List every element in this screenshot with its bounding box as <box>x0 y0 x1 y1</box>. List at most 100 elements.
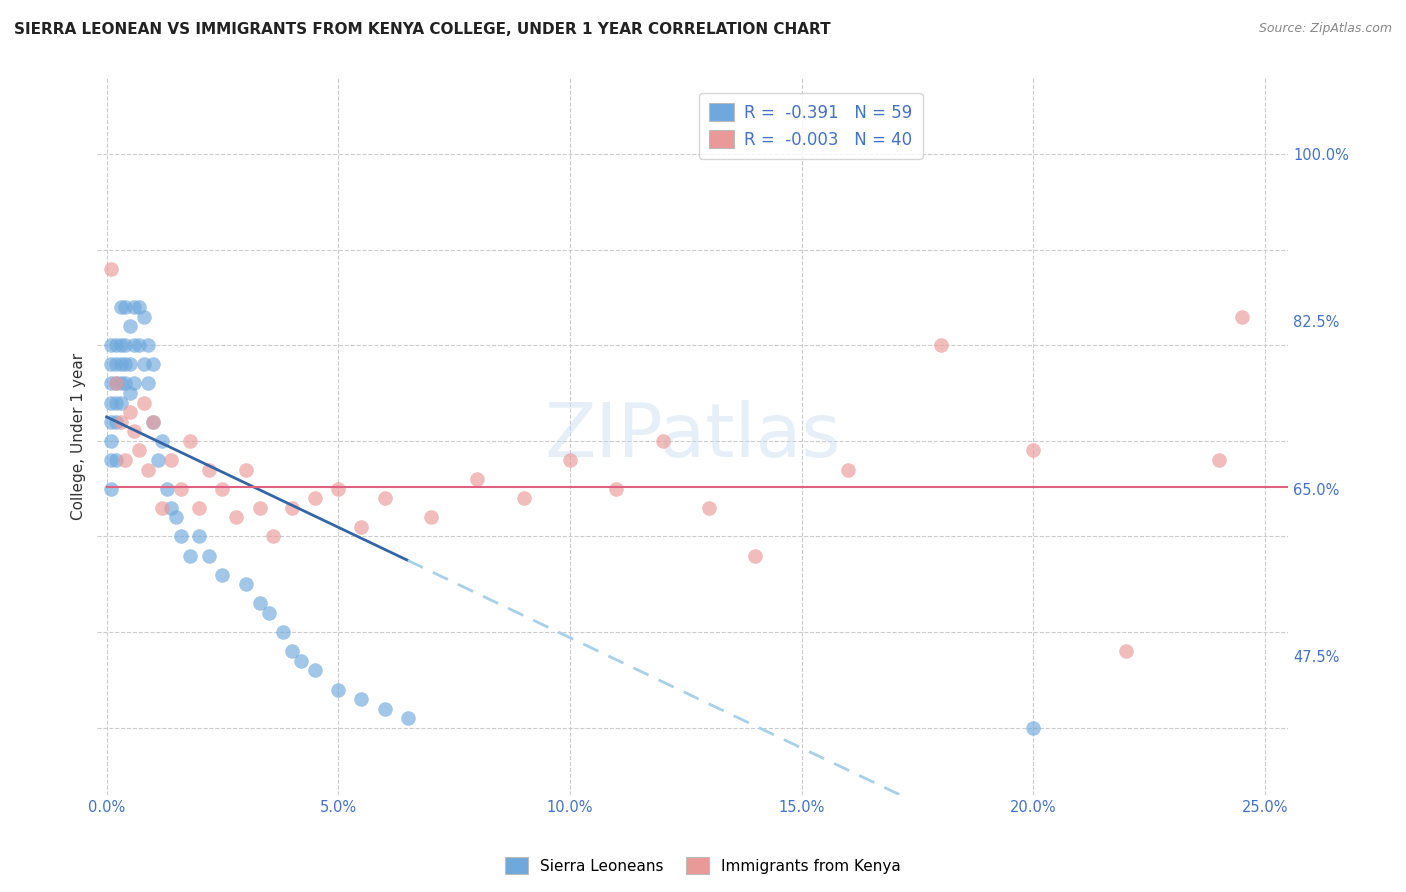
Point <box>1115 644 1137 658</box>
Point <box>114 376 136 391</box>
Point <box>605 482 627 496</box>
Point <box>114 338 136 352</box>
Point <box>165 510 187 524</box>
Legend: R =  -0.391   N = 59, R =  -0.003   N = 40: R = -0.391 N = 59, R = -0.003 N = 40 <box>699 93 922 159</box>
Point <box>100 434 122 448</box>
Point <box>271 625 294 640</box>
Point <box>110 395 132 409</box>
Point <box>188 529 211 543</box>
Point <box>136 462 159 476</box>
Point <box>197 549 219 563</box>
Point <box>328 682 350 697</box>
Point <box>142 357 165 371</box>
Point <box>110 415 132 429</box>
Point <box>744 549 766 563</box>
Point <box>160 453 183 467</box>
Point <box>124 300 146 314</box>
Point <box>150 500 173 515</box>
Point <box>290 654 312 668</box>
Point <box>100 453 122 467</box>
Point <box>124 338 146 352</box>
Point <box>420 510 443 524</box>
Point <box>350 520 373 534</box>
Point <box>136 376 159 391</box>
Point <box>304 491 326 506</box>
Point <box>396 711 419 725</box>
Point <box>100 376 122 391</box>
Point <box>128 338 150 352</box>
Point <box>211 567 233 582</box>
Point <box>160 500 183 515</box>
Point <box>118 319 141 334</box>
Point <box>156 482 179 496</box>
Point <box>225 510 247 524</box>
Point <box>211 482 233 496</box>
Point <box>100 395 122 409</box>
Point <box>132 395 155 409</box>
Point <box>124 376 146 391</box>
Point <box>100 338 122 352</box>
Point <box>929 338 952 352</box>
Point <box>104 376 127 391</box>
Point <box>179 434 201 448</box>
Point <box>197 462 219 476</box>
Point <box>104 338 127 352</box>
Point <box>118 405 141 419</box>
Point <box>512 491 534 506</box>
Point <box>170 482 193 496</box>
Point <box>100 357 122 371</box>
Point <box>837 462 859 476</box>
Text: ZIPatlas: ZIPatlas <box>544 400 841 473</box>
Point <box>235 577 257 591</box>
Point <box>374 491 396 506</box>
Point <box>104 453 127 467</box>
Text: Source: ZipAtlas.com: Source: ZipAtlas.com <box>1258 22 1392 36</box>
Point <box>558 453 581 467</box>
Point <box>374 701 396 715</box>
Point <box>118 357 141 371</box>
Text: SIERRA LEONEAN VS IMMIGRANTS FROM KENYA COLLEGE, UNDER 1 YEAR CORRELATION CHART: SIERRA LEONEAN VS IMMIGRANTS FROM KENYA … <box>14 22 831 37</box>
Point <box>697 500 720 515</box>
Point <box>110 300 132 314</box>
Point <box>465 472 488 486</box>
Point <box>249 596 271 610</box>
Point <box>257 606 280 620</box>
Point <box>1230 310 1253 324</box>
Point <box>304 664 326 678</box>
Point <box>651 434 673 448</box>
Point <box>132 310 155 324</box>
Point <box>350 692 373 706</box>
Point <box>142 415 165 429</box>
Point <box>114 357 136 371</box>
Point <box>104 395 127 409</box>
Legend: Sierra Leoneans, Immigrants from Kenya: Sierra Leoneans, Immigrants from Kenya <box>499 851 907 880</box>
Point <box>104 415 127 429</box>
Point <box>188 500 211 515</box>
Point <box>328 482 350 496</box>
Point <box>146 453 169 467</box>
Point <box>249 500 271 515</box>
Point <box>128 443 150 458</box>
Point <box>118 386 141 401</box>
Point <box>281 500 304 515</box>
Point <box>110 338 132 352</box>
Point <box>235 462 257 476</box>
Point <box>114 300 136 314</box>
Point <box>100 415 122 429</box>
Point <box>104 376 127 391</box>
Point <box>110 357 132 371</box>
Point <box>104 357 127 371</box>
Point <box>110 376 132 391</box>
Point <box>136 338 159 352</box>
Point <box>179 549 201 563</box>
Point <box>124 425 146 439</box>
Point <box>1022 443 1045 458</box>
Point <box>142 415 165 429</box>
Point <box>132 357 155 371</box>
Point <box>1208 453 1230 467</box>
Point <box>281 644 304 658</box>
Point <box>100 261 122 276</box>
Point <box>1022 721 1045 735</box>
Point <box>114 453 136 467</box>
Point <box>262 529 284 543</box>
